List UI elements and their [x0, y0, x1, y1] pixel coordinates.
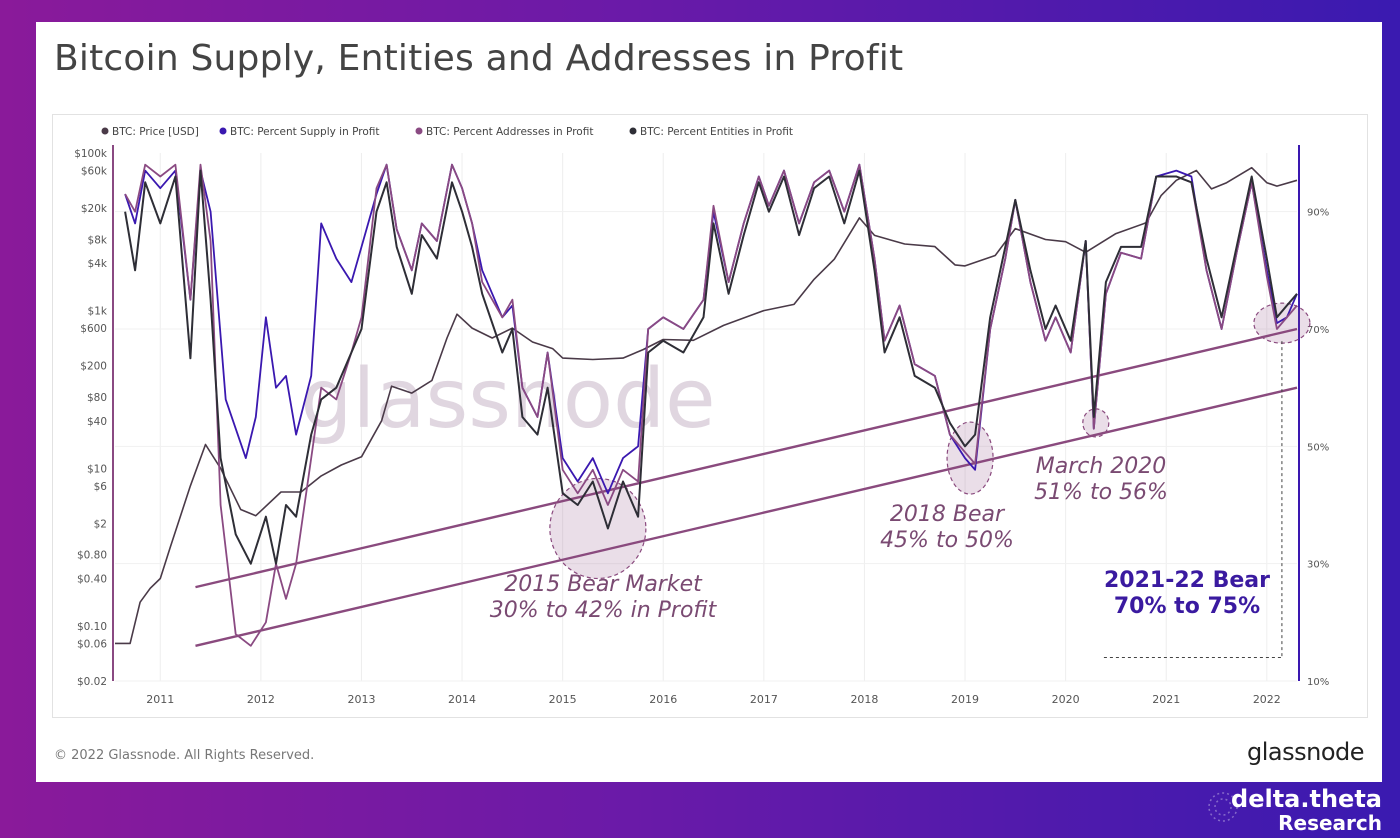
series-line: [115, 166, 1298, 645]
x-tick-label: 2021: [1152, 693, 1180, 706]
chart-svg: glassnode 2011 2012 2013 2014 2015 2016 2017 20…: [74, 126, 1329, 706]
x-tick-label: 2013: [347, 693, 375, 706]
x-tick-label: 2018: [850, 693, 878, 706]
legend-label: BTC: Price [USD]: [112, 126, 199, 138]
watermark: glassnode: [300, 352, 715, 447]
page-title: Bitcoin Supply, Entities and Addresses i…: [54, 38, 904, 79]
legend-label: BTC: Percent Entities in Profit: [640, 126, 793, 138]
annotation-line2: 45% to 50%: [880, 528, 1014, 553]
annotation-line2: 30% to 42% in Profit: [490, 598, 718, 623]
y-left-tick-label: $200: [80, 361, 107, 373]
x-tick-label: 2017: [750, 693, 778, 706]
y-left-tick-label: $100k: [74, 148, 108, 160]
annotation-line1: 2021-22 Bear: [1104, 568, 1270, 593]
series-lines: [115, 163, 1298, 647]
glassnode-logo: glassnode: [1246, 738, 1365, 766]
y-left-tick-label: $6: [94, 481, 108, 493]
y-right-tick-label: 90%: [1307, 208, 1329, 219]
trendline: [195, 327, 1298, 589]
y-left-tick-label: $4k: [88, 258, 108, 270]
y-left-tick-label: $80: [87, 392, 107, 404]
legend-marker: [415, 127, 423, 135]
copyright-text: © 2022 Glassnode. All Rights Reserved.: [54, 748, 315, 763]
y-left-tick-label: $60k: [81, 165, 108, 177]
legend-marker: [219, 127, 227, 135]
y-left-tick-label: $20k: [81, 203, 108, 215]
x-tick-label: 2022: [1253, 693, 1281, 706]
y-left-tick-label: $0.02: [77, 676, 107, 688]
trendline: [195, 386, 1298, 647]
legend-label: BTC: Percent Addresses in Profit: [426, 126, 593, 138]
y-left-tick-label: $600: [80, 323, 107, 335]
x-tick-label: 2019: [951, 693, 979, 706]
y-right-tick-label: 30%: [1307, 560, 1329, 571]
y-left-tick-label: $0.10: [77, 621, 107, 633]
x-tick-label: 2014: [448, 693, 476, 706]
annotation-line1: 2018 Bear: [890, 502, 1006, 527]
y-left-tick-label: $0.06: [77, 638, 107, 650]
chart-card: Bitcoin Supply, Entities and Addresses i…: [36, 22, 1382, 782]
y-left-tick-label: $8k: [88, 234, 108, 246]
annotation-line2: 70% to 75%: [1114, 594, 1260, 619]
y-left-tick-label: $0.40: [77, 573, 107, 585]
axes: 2011 2012 2013 2014 2015 2016 2017 2018 2019 2020…: [74, 145, 1329, 706]
x-tick-label: 2020: [1052, 693, 1080, 706]
series-line: [124, 169, 1298, 565]
badge-line2: Research: [1278, 811, 1382, 835]
annotation-line2: 51% to 56%: [1034, 480, 1168, 505]
y-left-tick-label: $2: [94, 518, 107, 530]
legend: BTC: Price [USD] BTC: Percent Supply in P…: [101, 126, 793, 138]
highlight-circle: [549, 477, 647, 580]
legend-marker: [629, 127, 637, 135]
legend-marker: [101, 127, 109, 135]
y-right-tick-label: 50%: [1307, 442, 1329, 453]
y-right-tick-label: 70%: [1307, 325, 1329, 336]
y-left-tick-label: $10: [87, 463, 107, 475]
x-tick-label: 2012: [247, 693, 275, 706]
highlight-circles: [549, 302, 1311, 580]
grid: [115, 153, 1297, 682]
chart-frame: glassnode 2011 2012 2013 2014 2015 2016 2017 20…: [52, 114, 1368, 718]
x-tick-label: 2016: [649, 693, 677, 706]
y-right-tick-label: 10%: [1307, 677, 1329, 688]
delta-theta-logo-icon: [1208, 792, 1238, 822]
y-left-tick-label: $1k: [88, 306, 108, 318]
annotation-line1: 2015 Bear Market: [504, 572, 703, 597]
x-tick-label: 2011: [146, 693, 174, 706]
x-tick-label: 2015: [549, 693, 577, 706]
delta-theta-badge: delta.theta Research: [1231, 786, 1382, 834]
y-left-tick-label: $40: [87, 416, 107, 428]
badge-line1: delta.theta: [1231, 785, 1382, 813]
legend-label: BTC: Percent Supply in Profit: [230, 126, 379, 138]
y-left-tick-label: $0.80: [77, 550, 107, 562]
trendlines: [195, 327, 1298, 647]
annotation-line1: March 2020: [1036, 454, 1167, 479]
